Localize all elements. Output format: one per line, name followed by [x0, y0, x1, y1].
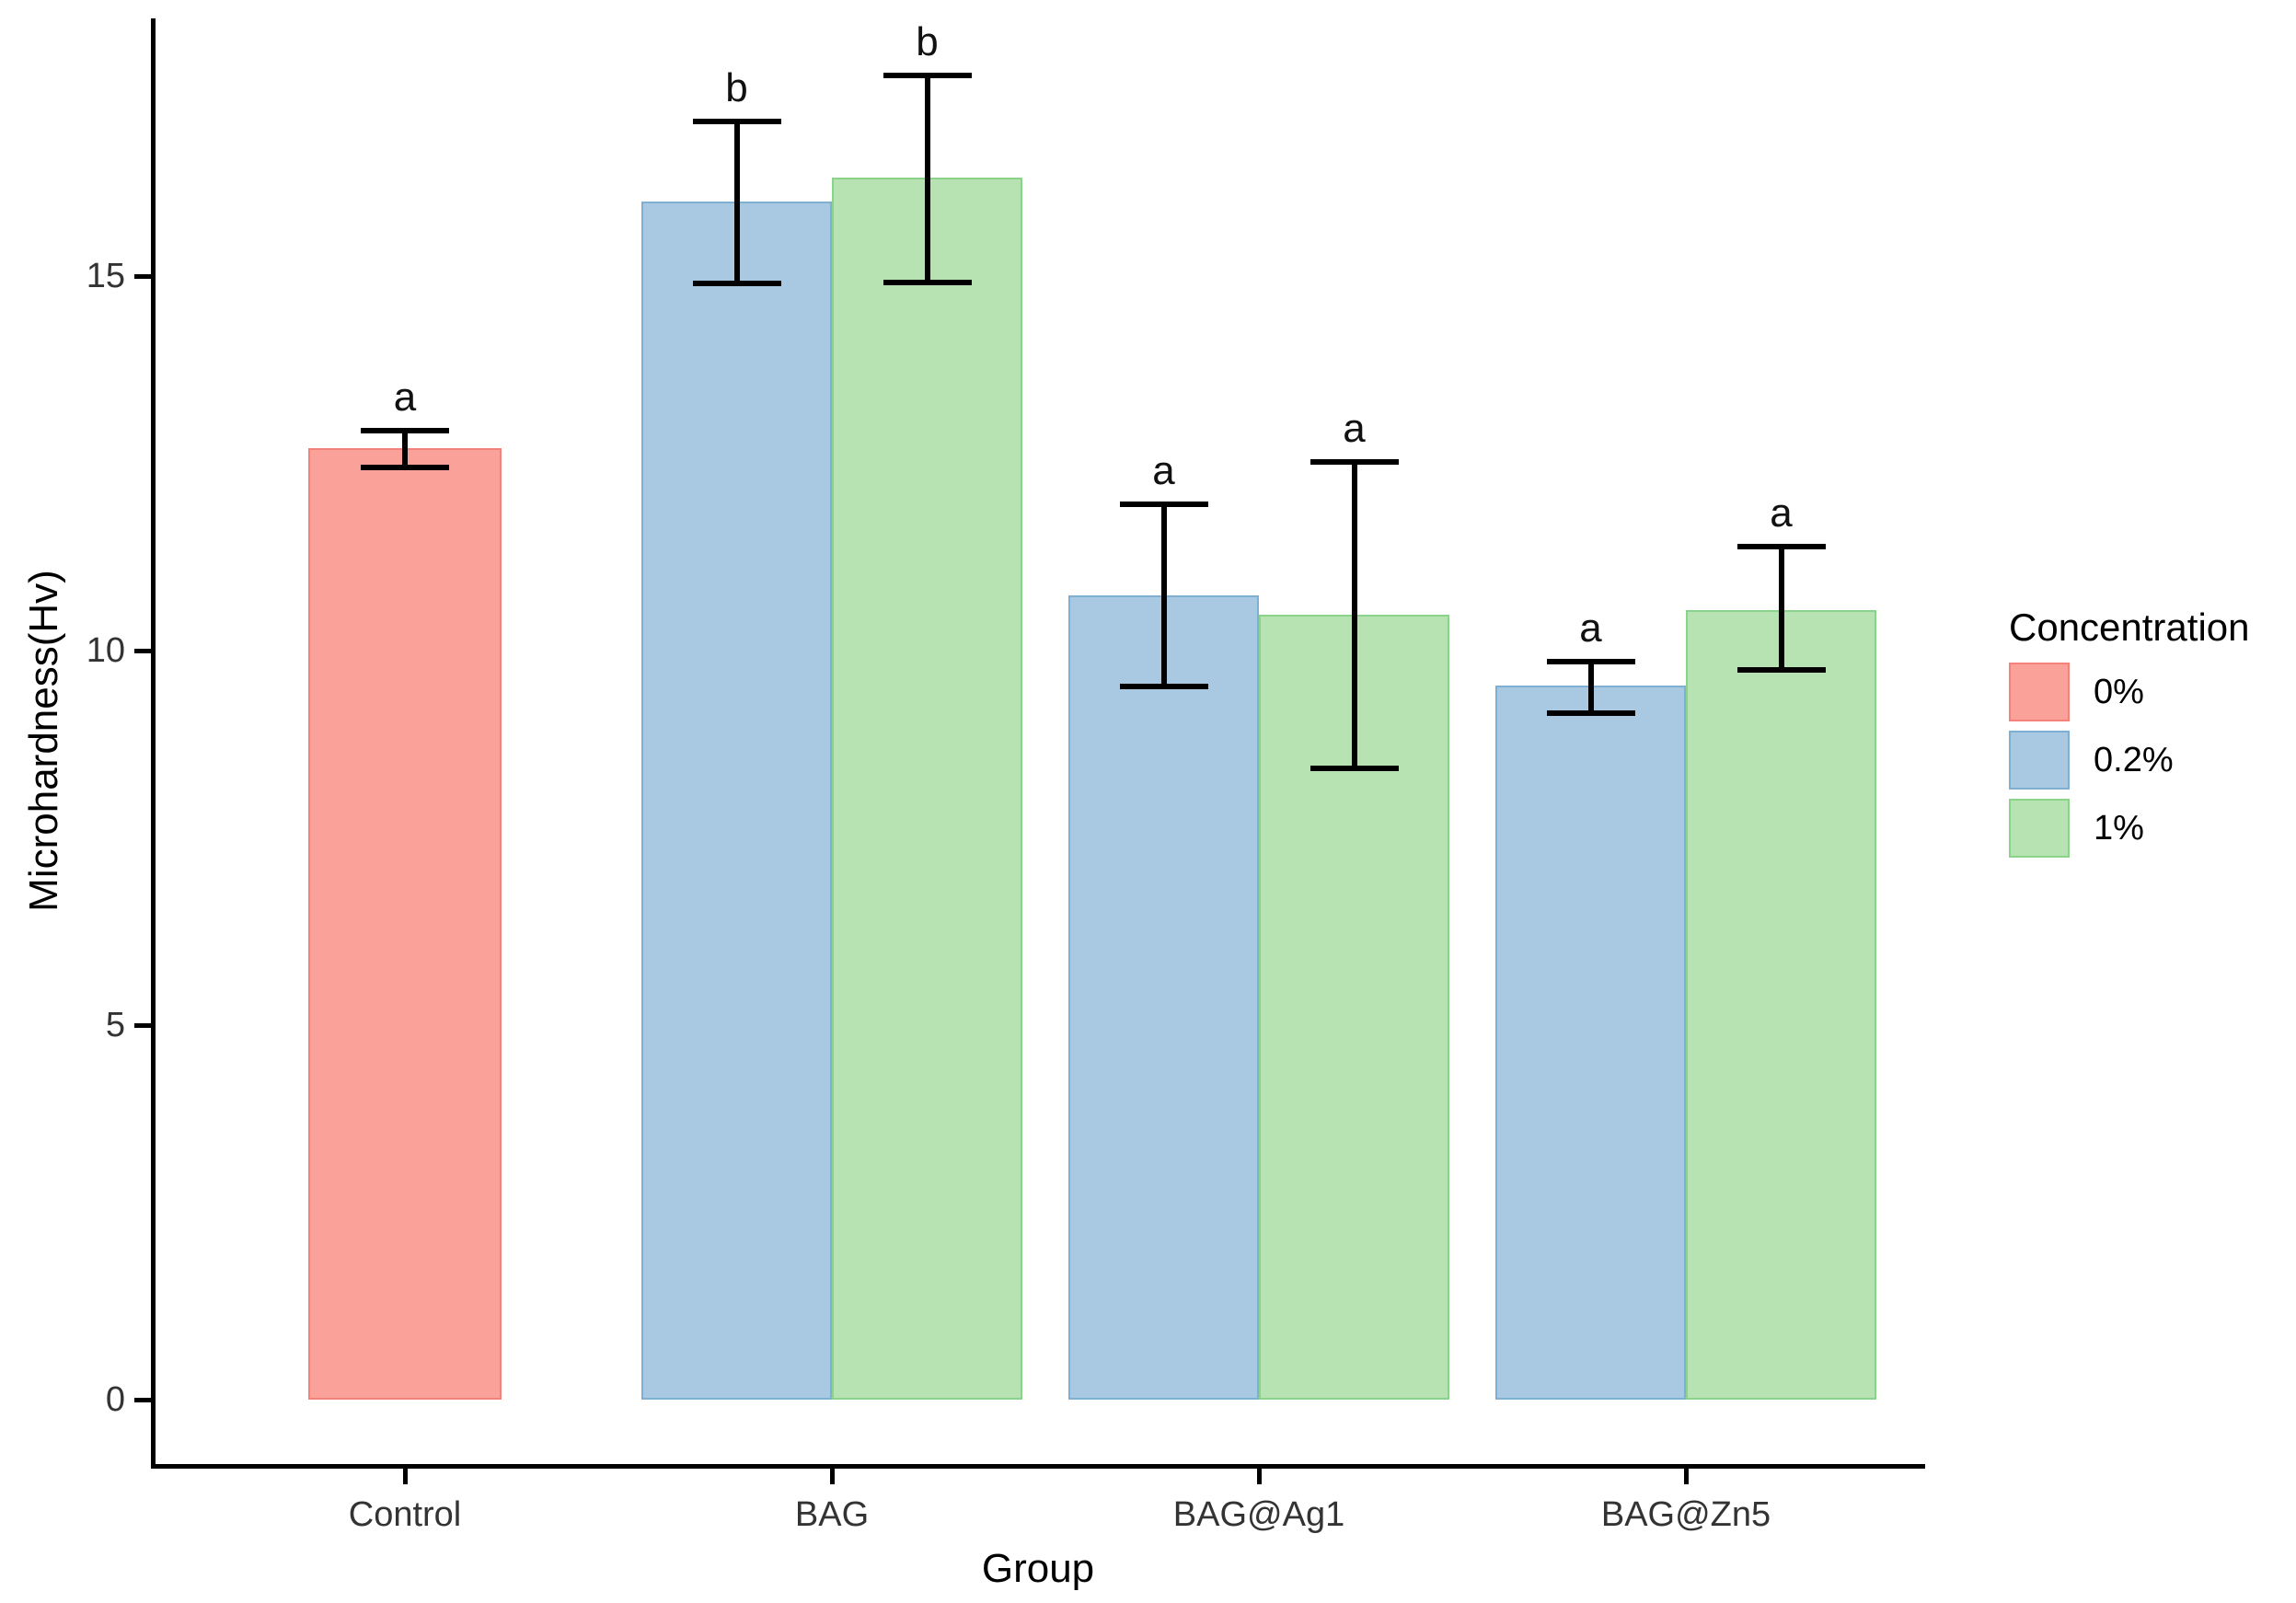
error-bar-cap-bottom [361, 465, 449, 471]
legend-swatch [2009, 663, 2070, 721]
error-bar-stem [1778, 546, 1784, 671]
legend-label: 0.2% [2094, 740, 2174, 779]
legend-items: 0% 0.2% 1% [2009, 663, 2250, 858]
error-bar-cap-top [883, 72, 972, 78]
error-bar-cap-top [692, 119, 781, 125]
significance-letter: a [1343, 405, 1366, 451]
significance-letter: a [1770, 490, 1793, 536]
bar [1495, 686, 1686, 1400]
bar [308, 448, 502, 1400]
error-bar-stem [402, 431, 408, 468]
significance-letter: a [393, 375, 417, 421]
significance-letter: b [725, 65, 748, 111]
error-bar-cap-bottom [1119, 684, 1208, 690]
bar [1686, 610, 1876, 1400]
bar [832, 178, 1022, 1400]
error-bar-cap-bottom [1736, 667, 1826, 674]
error-bar-cap-bottom [883, 280, 972, 286]
error-bar-stem [1351, 461, 1357, 768]
x-axis-line [151, 1464, 1925, 1469]
error-bar-cap-top [1736, 543, 1826, 549]
bar [1068, 594, 1259, 1400]
error-bar-stem [1587, 662, 1594, 713]
error-bar-cap-top [1119, 502, 1208, 508]
error-bar-stem [733, 121, 740, 284]
x-tick-label: Control [348, 1495, 462, 1534]
legend-swatch [2009, 731, 2070, 790]
y-tick-mark [134, 649, 151, 653]
legend-item: 0.2% [2009, 731, 2250, 790]
significance-letter: a [1579, 605, 1602, 652]
y-tick-mark [134, 1023, 151, 1028]
x-tick-mark [1684, 1468, 1689, 1484]
y-tick-mark [134, 274, 151, 279]
error-bar-cap-bottom [692, 281, 781, 287]
x-tick-label: BAG@Ag1 [1172, 1495, 1345, 1534]
error-bar-cap-bottom [1546, 709, 1635, 716]
error-bar-cap-top [1546, 659, 1635, 665]
x-axis-title: Group [981, 1546, 1095, 1591]
y-axis-line [151, 18, 156, 1469]
legend-title: Concentration [2009, 605, 2250, 649]
x-tick-label: BAG [794, 1495, 870, 1534]
error-bar-stem [924, 75, 930, 283]
legend-swatch [2009, 799, 2070, 858]
bar [641, 201, 832, 1400]
x-tick-mark [830, 1468, 835, 1484]
x-tick-label: BAG@Zn5 [1600, 1495, 1771, 1534]
error-bar-cap-top [361, 428, 449, 434]
y-tick-label: 5 [105, 1006, 125, 1044]
error-bar-cap-top [1310, 458, 1399, 465]
legend-label: 0% [2094, 672, 2144, 711]
y-axis-title: Microhardness(Hv) [21, 570, 66, 912]
x-tick-mark [403, 1468, 408, 1484]
legend-item: 1% [2009, 799, 2250, 858]
legend: Concentration 0% 0.2% 1% [2009, 605, 2250, 867]
y-tick-mark [134, 1398, 151, 1402]
legend-label: 1% [2094, 808, 2144, 848]
error-bar-cap-bottom [1310, 765, 1399, 771]
x-tick-mark [1257, 1468, 1262, 1484]
error-bar-stem [1160, 504, 1167, 687]
significance-letter: b [916, 18, 939, 64]
y-tick-label: 0 [105, 1380, 125, 1419]
significance-letter: a [1152, 448, 1175, 494]
y-tick-label: 10 [86, 631, 125, 670]
y-tick-label: 15 [86, 257, 125, 295]
legend-item: 0% [2009, 663, 2250, 721]
